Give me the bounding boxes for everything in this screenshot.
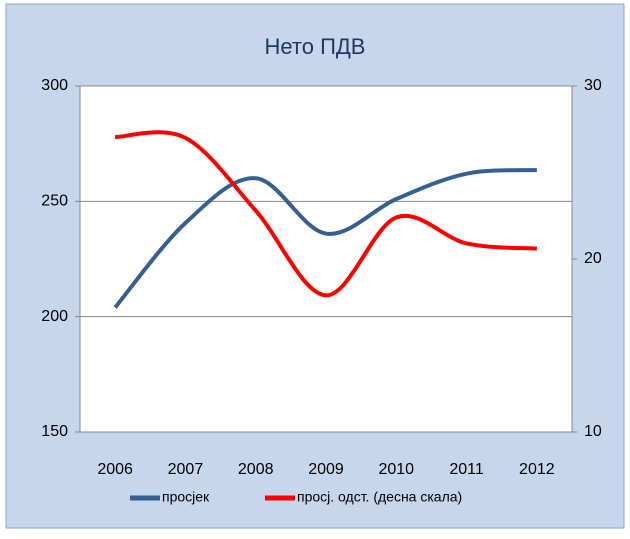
x-tick-label: 2006 <box>97 461 133 478</box>
x-tick-label: 2009 <box>308 461 344 478</box>
x-tick-label: 2012 <box>519 461 555 478</box>
legend-label: просј. одст. (десна скала) <box>297 489 462 505</box>
series-line <box>115 130 538 298</box>
y2-tick-label: 20 <box>584 250 602 267</box>
y2-tick-label: 10 <box>584 423 602 440</box>
x-tick-label: 2007 <box>168 461 204 478</box>
series-line <box>113 167 537 309</box>
y-tick-label: 300 <box>41 77 68 94</box>
x-tick-label: 2010 <box>378 461 414 478</box>
y-tick-label: 200 <box>41 308 68 325</box>
y-tick-label: 150 <box>41 423 68 440</box>
legend-label: просјек <box>162 489 210 505</box>
x-tick-label: 2011 <box>449 461 484 478</box>
y2-tick-label: 30 <box>584 77 602 94</box>
plot-area <box>79 85 573 433</box>
x-tick-label: 2008 <box>238 461 274 478</box>
chart-title: Нето ПДВ <box>265 34 366 59</box>
y-tick-label: 250 <box>41 193 68 210</box>
